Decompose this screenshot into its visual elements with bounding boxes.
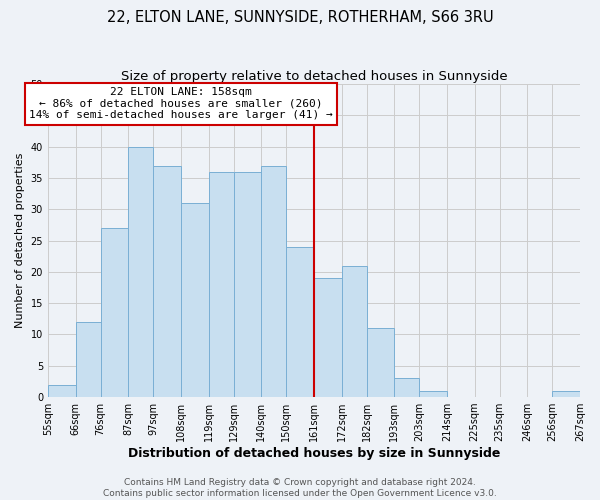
Bar [394, 378, 419, 397]
Text: Contains HM Land Registry data © Crown copyright and database right 2024.
Contai: Contains HM Land Registry data © Crown c… [103, 478, 497, 498]
Title: Size of property relative to detached houses in Sunnyside: Size of property relative to detached ho… [121, 70, 507, 83]
Bar [101, 228, 128, 397]
Bar [286, 247, 314, 397]
X-axis label: Distribution of detached houses by size in Sunnyside: Distribution of detached houses by size … [128, 447, 500, 460]
Bar [367, 328, 394, 397]
Bar [209, 172, 233, 397]
Bar [233, 172, 261, 397]
Bar [48, 384, 76, 397]
Bar [553, 391, 580, 397]
Bar [76, 322, 101, 397]
Bar [181, 203, 209, 397]
Bar [341, 266, 367, 397]
Bar [261, 166, 286, 397]
Text: 22, ELTON LANE, SUNNYSIDE, ROTHERHAM, S66 3RU: 22, ELTON LANE, SUNNYSIDE, ROTHERHAM, S6… [107, 10, 493, 25]
Y-axis label: Number of detached properties: Number of detached properties [15, 153, 25, 328]
Bar [419, 391, 447, 397]
Bar [314, 278, 341, 397]
Text: 22 ELTON LANE: 158sqm
← 86% of detached houses are smaller (260)
14% of semi-det: 22 ELTON LANE: 158sqm ← 86% of detached … [29, 88, 333, 120]
Bar [128, 147, 154, 397]
Bar [154, 166, 181, 397]
